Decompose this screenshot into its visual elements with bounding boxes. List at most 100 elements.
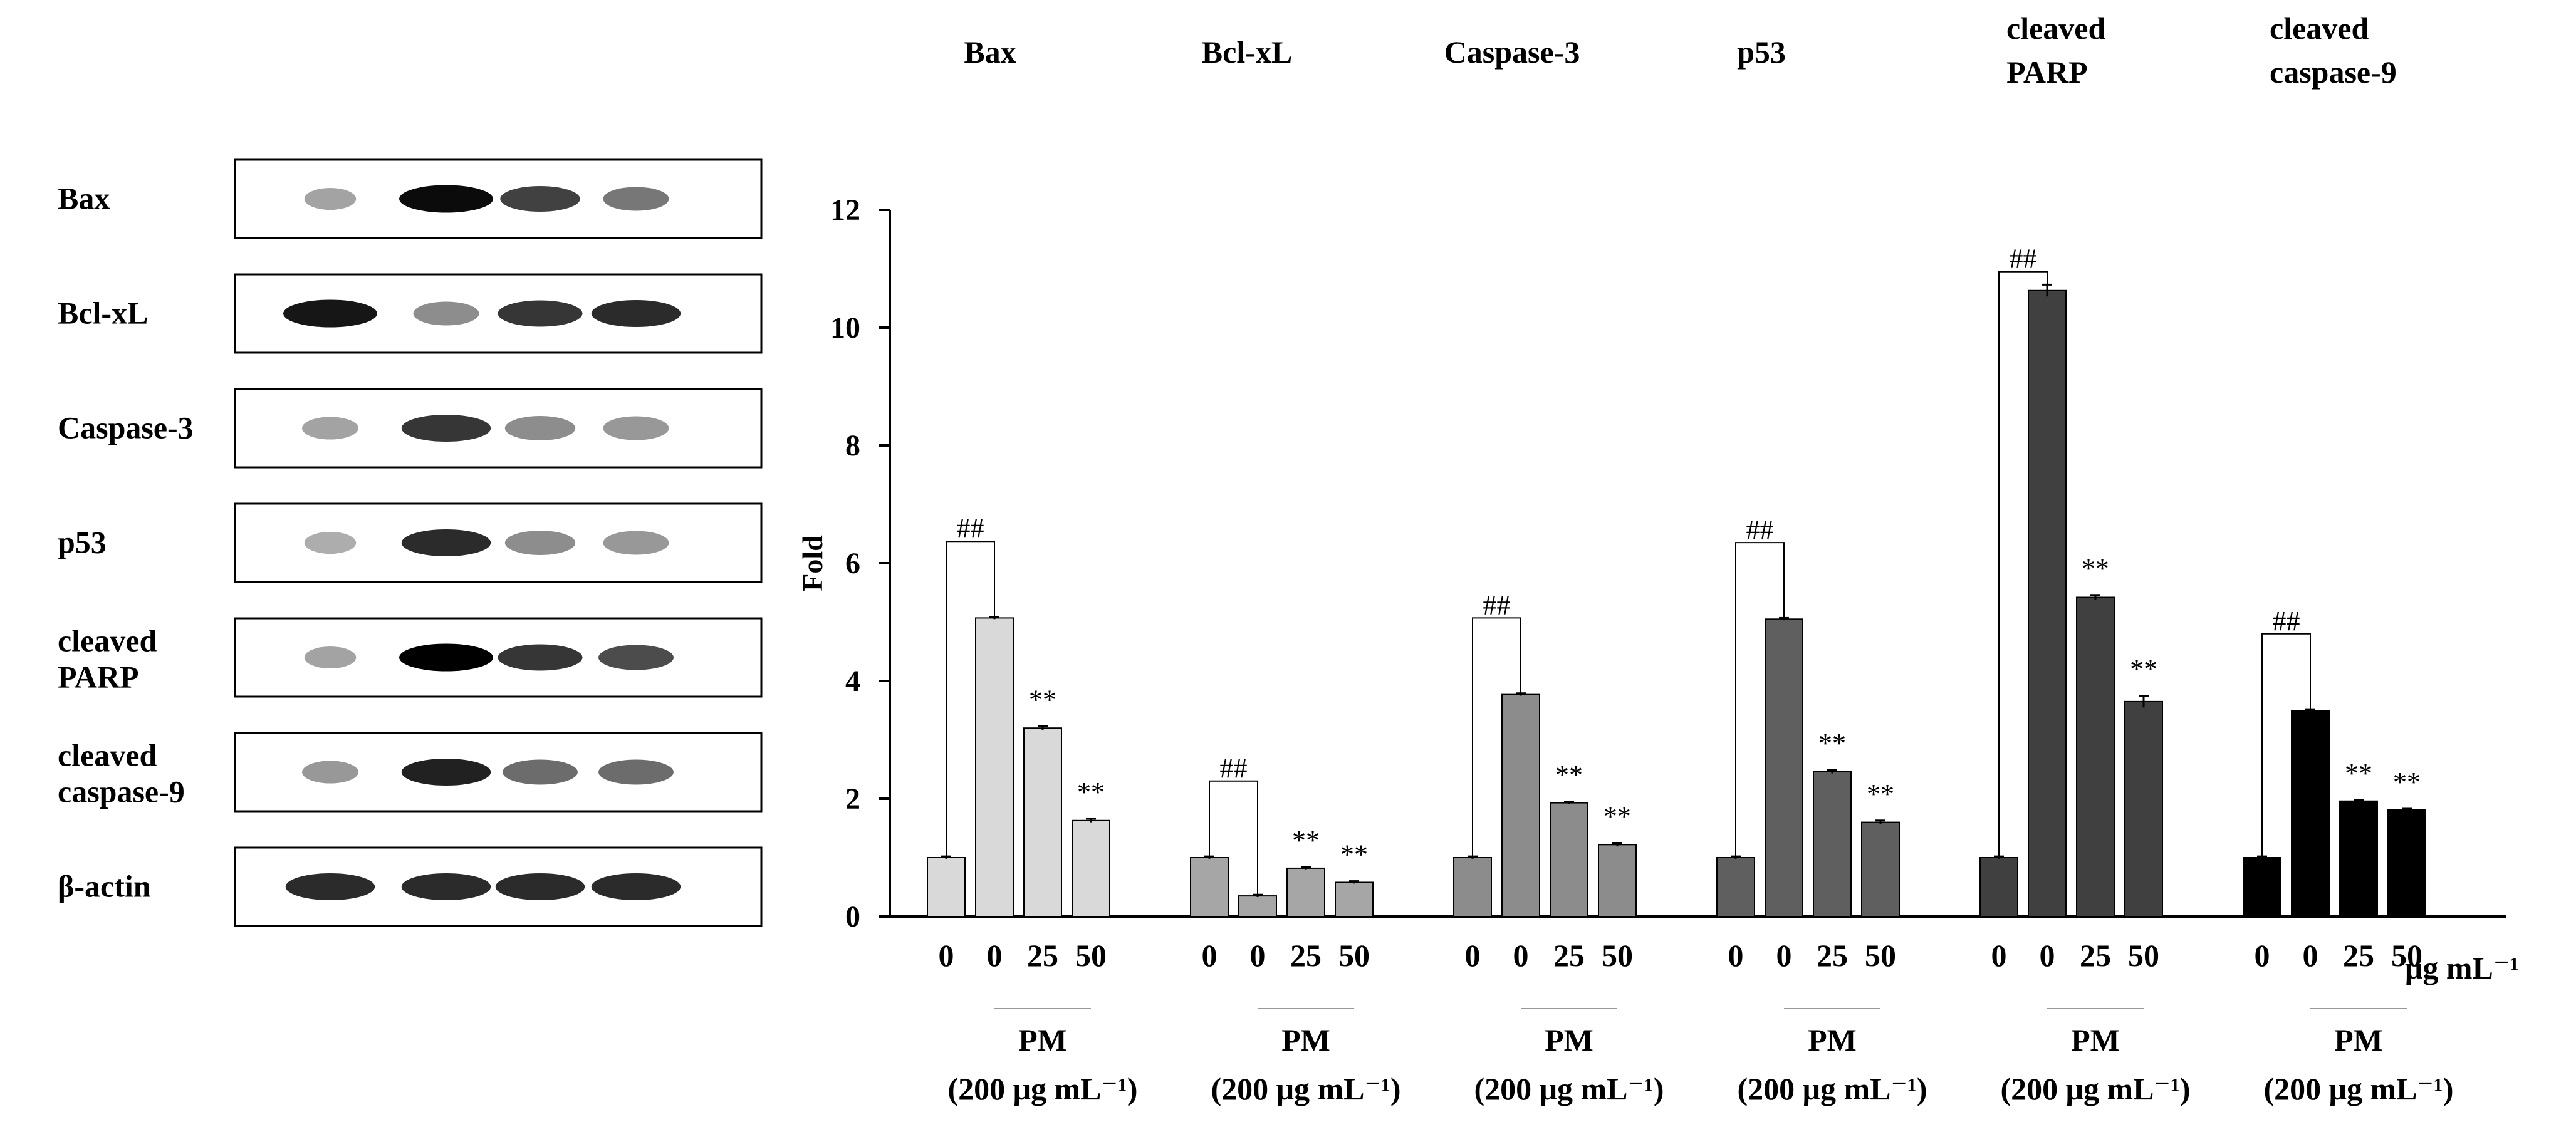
y-tick-label: 2 xyxy=(845,782,860,816)
blot-band xyxy=(285,873,375,901)
significance-bracket xyxy=(1998,271,2048,858)
significance-marker: ** xyxy=(2082,553,2109,584)
bar xyxy=(1286,867,1325,918)
significance-marker: ## xyxy=(1220,753,1248,784)
x-tick-label: 25 xyxy=(1290,938,1322,973)
x-tick-label: 0 xyxy=(2255,938,2270,973)
x-tick-label: 0 xyxy=(1776,938,1792,973)
y-tick-label: 0 xyxy=(845,900,860,933)
significance-bracket xyxy=(946,541,995,858)
x-tick-label: 50 xyxy=(2391,938,2422,973)
pm-dose-label: (200 μg mL⁻¹) xyxy=(1211,1071,1400,1106)
bar xyxy=(2243,857,2281,917)
pm-label: PM xyxy=(2334,1022,2383,1057)
significance-marker: ** xyxy=(2393,767,2421,797)
significance-marker: ** xyxy=(1867,779,1894,809)
blot-band xyxy=(603,187,669,211)
x-tick-label: 0 xyxy=(1202,938,1218,973)
x-tick-label: 0 xyxy=(1991,938,2007,973)
bar xyxy=(2387,809,2426,917)
x-tick-label: 25 xyxy=(1817,938,1848,973)
western-blot-panel: BaxBcl-xLCaspase-3p53cleavedPARPcleavedc… xyxy=(58,158,763,927)
bar xyxy=(2124,700,2163,918)
blot-band xyxy=(603,531,669,555)
x-tick-label: 0 xyxy=(1465,938,1481,973)
x-tick-label: 0 xyxy=(1250,938,1266,973)
group-title: PARP xyxy=(2006,55,2088,90)
bar xyxy=(1335,881,1374,917)
bar xyxy=(1550,802,1588,917)
blot-row-label: p53 xyxy=(58,525,107,560)
x-tick-label: 50 xyxy=(2128,938,2159,973)
y-tick-label: 10 xyxy=(830,311,860,345)
significance-marker: ** xyxy=(1603,801,1631,832)
blot-band xyxy=(498,644,583,671)
significance-bracket xyxy=(2261,633,2311,858)
significance-marker: ## xyxy=(1483,589,1511,620)
bar xyxy=(2028,289,2067,917)
pm-label: PM xyxy=(1281,1022,1330,1057)
blot-band xyxy=(603,416,669,440)
bar xyxy=(1765,618,1803,917)
blot-band xyxy=(413,301,479,326)
significance-bracket xyxy=(1209,780,1258,896)
blot-band xyxy=(399,185,493,213)
x-tick-label: 25 xyxy=(2080,938,2111,973)
bar xyxy=(1501,693,1540,917)
x-tick-label: 25 xyxy=(2343,938,2374,973)
y-axis-title: Fold xyxy=(796,535,828,591)
group-title: Bcl-xL xyxy=(1202,34,1292,70)
group-title: Caspase-3 xyxy=(1444,34,1580,70)
significance-marker: ** xyxy=(1340,839,1368,870)
bar xyxy=(2291,710,2330,917)
blot-row-label: β-actin xyxy=(58,869,151,904)
blot-band xyxy=(283,299,377,328)
bar xyxy=(1023,727,1062,917)
blot-row-label: cleaved xyxy=(58,623,157,658)
bar xyxy=(2076,596,2115,918)
x-tick-label: 0 xyxy=(987,938,1003,973)
significance-marker: ** xyxy=(1555,760,1583,791)
x-tick-label: 25 xyxy=(1553,938,1585,973)
significance-bracket xyxy=(1472,617,1521,858)
x-tick-label: 0 xyxy=(939,938,954,973)
blot-band xyxy=(591,873,681,901)
blot-row-label: Caspase-3 xyxy=(58,410,194,445)
group-title: caspase-9 xyxy=(2270,55,2397,90)
x-tick-label: 50 xyxy=(1602,938,1633,973)
blot-band xyxy=(591,299,681,328)
blot-band xyxy=(495,873,585,901)
bar xyxy=(1453,857,1492,917)
blot-band xyxy=(503,759,578,785)
pm-dose-label: (200 μg mL⁻¹) xyxy=(2263,1071,2453,1106)
blot-band xyxy=(302,417,358,440)
group-title: cleaved xyxy=(2270,11,2369,46)
blot-band xyxy=(401,873,491,901)
pm-dose-label: (200 μg mL⁻¹) xyxy=(1474,1071,1664,1106)
y-tick-label: 8 xyxy=(845,429,860,462)
blot-band xyxy=(302,761,358,784)
bar xyxy=(2339,800,2378,918)
significance-marker: ## xyxy=(957,513,984,544)
group-title: p53 xyxy=(1737,34,1786,70)
x-tick-label: 50 xyxy=(1075,938,1107,973)
blot-band xyxy=(504,415,576,441)
blot-band xyxy=(401,758,491,786)
bar xyxy=(1861,821,1900,917)
significance-marker: ** xyxy=(1818,728,1846,759)
x-tick-label: 0 xyxy=(2040,938,2055,973)
blot-band xyxy=(401,529,491,557)
blot-band xyxy=(399,643,493,672)
group-title: cleaved xyxy=(2006,11,2105,46)
significance-marker: ** xyxy=(2345,758,2372,789)
y-tick-label: 12 xyxy=(830,194,860,227)
pm-label: PM xyxy=(1018,1022,1067,1057)
x-unit-label: μg mL⁻¹ xyxy=(2405,950,2519,985)
blot-row-label: caspase-9 xyxy=(58,774,185,809)
blot-band xyxy=(498,300,583,327)
x-tick-label: 50 xyxy=(1865,938,1896,973)
blot-band xyxy=(504,530,576,556)
bar xyxy=(975,617,1014,917)
